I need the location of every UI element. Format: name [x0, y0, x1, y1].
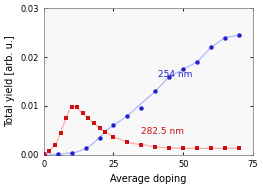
Text: 254 nm: 254 nm [158, 70, 193, 79]
Y-axis label: Total yield [arb. u.]: Total yield [arb. u.] [5, 36, 15, 127]
Text: 282.5 nm: 282.5 nm [141, 127, 184, 136]
X-axis label: Average doping: Average doping [110, 174, 186, 184]
